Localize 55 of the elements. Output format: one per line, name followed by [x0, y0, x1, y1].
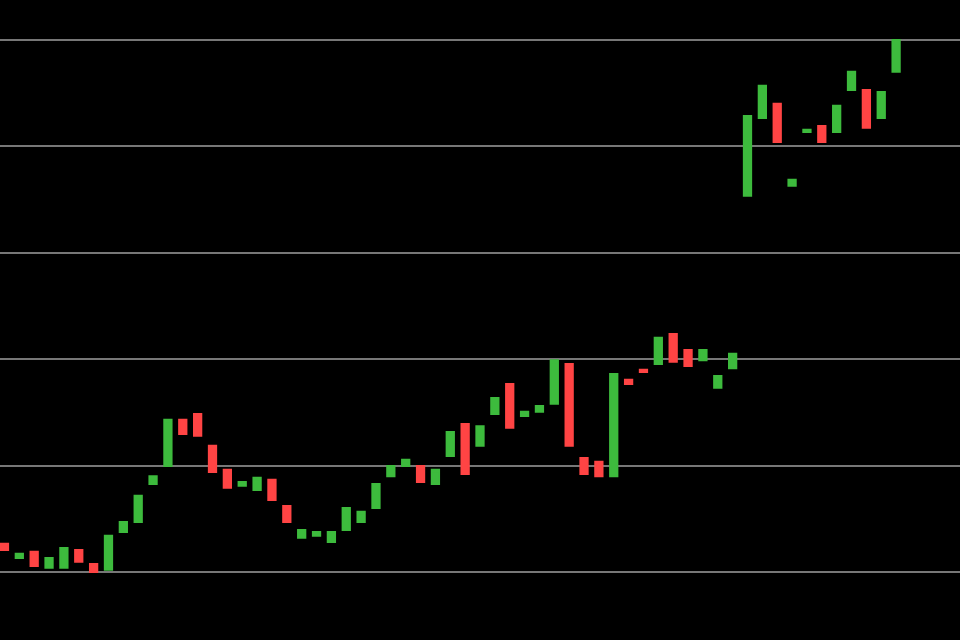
- candlestick: [564, 362, 574, 447]
- candlestick: [579, 457, 589, 476]
- candlestick: [103, 534, 114, 571]
- candlestick: [252, 476, 262, 491]
- candlestick: [490, 396, 500, 415]
- candlestick: [222, 468, 232, 489]
- candlestick: [356, 510, 366, 523]
- candlestick: [475, 425, 485, 447]
- candlestick: [311, 531, 322, 537]
- candlestick: [415, 465, 426, 483]
- candlestick: [891, 38, 901, 73]
- candlestick: [297, 528, 307, 539]
- candlestick: [282, 504, 292, 523]
- candlestick: [460, 423, 470, 476]
- candlestick: [148, 475, 158, 486]
- candlestick: [787, 178, 797, 187]
- candlestick: [59, 546, 69, 569]
- candlestick: [505, 383, 515, 429]
- candlestick: [237, 481, 247, 487]
- candlestick: [178, 418, 188, 436]
- candlestick: [713, 375, 723, 389]
- candlestick: [341, 507, 351, 531]
- candlestick: [728, 352, 738, 370]
- candlestick: [0, 542, 10, 552]
- candlestick: [29, 550, 39, 568]
- candlestick: [88, 562, 99, 573]
- candlestick: [609, 373, 619, 478]
- candlestick: [742, 114, 753, 197]
- candlestick: [698, 349, 708, 362]
- candlestick: [876, 91, 886, 120]
- candlestick: [133, 494, 143, 523]
- candlestick: [683, 349, 693, 368]
- candlestick: [207, 444, 218, 473]
- candlestick: [757, 84, 767, 120]
- candlestick: [118, 520, 128, 533]
- candlestick: [430, 468, 441, 486]
- candlestick: [386, 465, 396, 478]
- candlestick: [817, 125, 827, 144]
- candlestick: [326, 531, 337, 544]
- candlestick: [861, 88, 872, 129]
- candlestick: [549, 359, 559, 405]
- candlestick: [594, 460, 604, 478]
- candlestick: [371, 483, 381, 510]
- candlestick: [668, 333, 678, 363]
- candlestick: [653, 336, 663, 365]
- candlestick: [44, 557, 54, 569]
- candlestick: [163, 418, 173, 468]
- candlestick: [832, 104, 842, 133]
- candlestick: [74, 549, 84, 563]
- candlestick: [193, 412, 203, 437]
- candlestick: [846, 70, 857, 91]
- candlestick: [445, 430, 455, 457]
- candlestick: [772, 102, 782, 144]
- candlestick: [267, 478, 277, 502]
- candlestick: [534, 404, 545, 413]
